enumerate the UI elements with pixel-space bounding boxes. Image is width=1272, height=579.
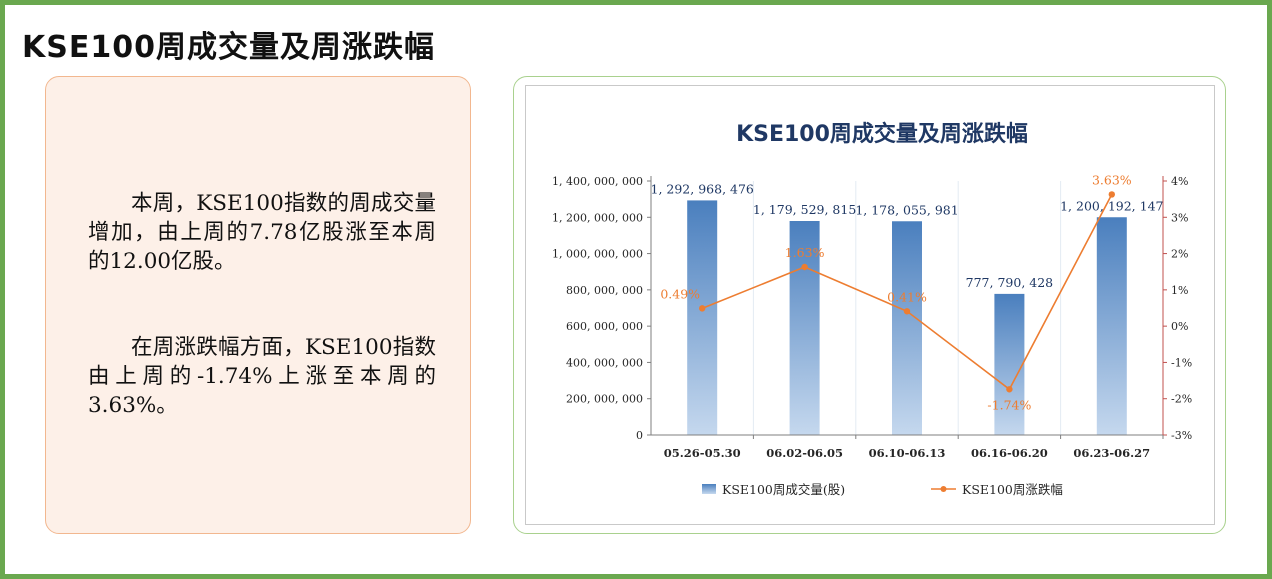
volume-bar-label: 777, 790, 428 bbox=[966, 275, 1054, 290]
volume-bar bbox=[687, 200, 718, 435]
right-tick-label: 0% bbox=[1171, 320, 1188, 333]
left-tick-label: 600, 000, 000 bbox=[566, 320, 643, 333]
volume-bar bbox=[1096, 217, 1127, 435]
change-point bbox=[1108, 191, 1115, 198]
legend-bar-swatch bbox=[702, 484, 716, 494]
x-tick-label: 06.10-06.13 bbox=[869, 446, 946, 460]
change-point bbox=[903, 308, 911, 315]
legend-bar-label: KSE100周成交量(股) bbox=[722, 482, 845, 497]
x-tick-label: 05.26-05.30 bbox=[664, 446, 741, 460]
right-tick-label: -2% bbox=[1171, 393, 1192, 406]
change-point-label: 0.49% bbox=[660, 286, 700, 301]
volume-bars bbox=[687, 200, 1127, 435]
page-title: KSE100周成交量及周涨跌幅 bbox=[22, 30, 435, 65]
chart-title: KSE100周成交量及周涨跌幅 bbox=[736, 121, 1028, 147]
chart-axes: 0 200, 000, 000 400, 000, 000 600, 000, 000… bbox=[552, 175, 1192, 460]
summary-panel: 本周，KSE100指数的周成交量增加，由上周的7.78亿股涨至本周的12.00亿… bbox=[45, 76, 471, 534]
left-tick-label: 400, 000, 000 bbox=[566, 356, 643, 369]
data-labels: 1, 292, 968, 476 1, 179, 529, 815 1, 178, … bbox=[651, 172, 1164, 412]
volume-bar bbox=[892, 221, 922, 435]
x-tick-label: 06.23-06.27 bbox=[1073, 446, 1150, 460]
summary-change-paragraph: 在周涨跌幅方面，KSE100指数由上周的-1.74%上涨至本周的3.63%。 bbox=[88, 335, 436, 418]
change-point-label: 0.41% bbox=[887, 289, 927, 304]
right-tick-label: 1% bbox=[1171, 284, 1188, 297]
right-tick-label: -3% bbox=[1171, 429, 1192, 442]
change-point-label: -1.74% bbox=[987, 397, 1031, 412]
x-tick-label: 06.16-06.20 bbox=[971, 446, 1048, 460]
left-tick-label: 1, 200, 000, 000 bbox=[552, 211, 643, 224]
chart-grid bbox=[752, 181, 1062, 435]
change-point-label: 1.63% bbox=[785, 245, 825, 260]
right-tick-label: 2% bbox=[1171, 248, 1188, 261]
legend-line-label: KSE100周涨跌幅 bbox=[962, 482, 1063, 497]
change-point bbox=[1006, 386, 1013, 393]
change-point-label: 3.63% bbox=[1092, 172, 1132, 187]
volume-bar-label: 1, 292, 968, 476 bbox=[651, 181, 754, 196]
combo-chart: KSE100周成交量及周涨跌幅 0 200, 000, 000 400, 000, … bbox=[552, 121, 1192, 497]
volume-bar bbox=[789, 220, 820, 435]
left-tick-label: 1, 000, 000, 000 bbox=[552, 248, 643, 261]
right-tick-label: -1% bbox=[1171, 356, 1192, 369]
left-tick-label: 200, 000, 000 bbox=[566, 393, 643, 406]
right-tick-label: 4% bbox=[1171, 175, 1188, 188]
volume-bar bbox=[994, 293, 1025, 435]
chart-container: KSE100周成交量及周涨跌幅 0 200, 000, 000 400, 000, … bbox=[525, 85, 1215, 525]
left-tick-label: 0 bbox=[636, 429, 643, 442]
summary-volume-paragraph: 本周，KSE100指数的周成交量增加，由上周的7.78亿股涨至本周的12.00亿… bbox=[88, 191, 436, 274]
change-line bbox=[699, 191, 1115, 393]
legend-line-marker bbox=[940, 486, 947, 492]
volume-bar-label: 1, 200, 192, 147 bbox=[1060, 198, 1163, 213]
left-tick-label: 800, 000, 000 bbox=[566, 284, 643, 297]
chart-legend: KSE100周成交量(股) KSE100周涨跌幅 bbox=[702, 482, 1063, 497]
volume-bar-label: 1, 179, 529, 815 bbox=[753, 202, 856, 217]
change-point bbox=[699, 305, 706, 312]
left-tick-label: 1, 400, 000, 000 bbox=[552, 175, 643, 188]
change-point bbox=[801, 263, 808, 271]
right-tick-label: 3% bbox=[1171, 211, 1188, 224]
x-tick-label: 06.02-06.05 bbox=[766, 446, 843, 460]
volume-bar-label: 1, 178, 055, 981 bbox=[855, 202, 958, 217]
chart-panel: KSE100周成交量及周涨跌幅 0 200, 000, 000 400, 000, … bbox=[513, 76, 1226, 534]
